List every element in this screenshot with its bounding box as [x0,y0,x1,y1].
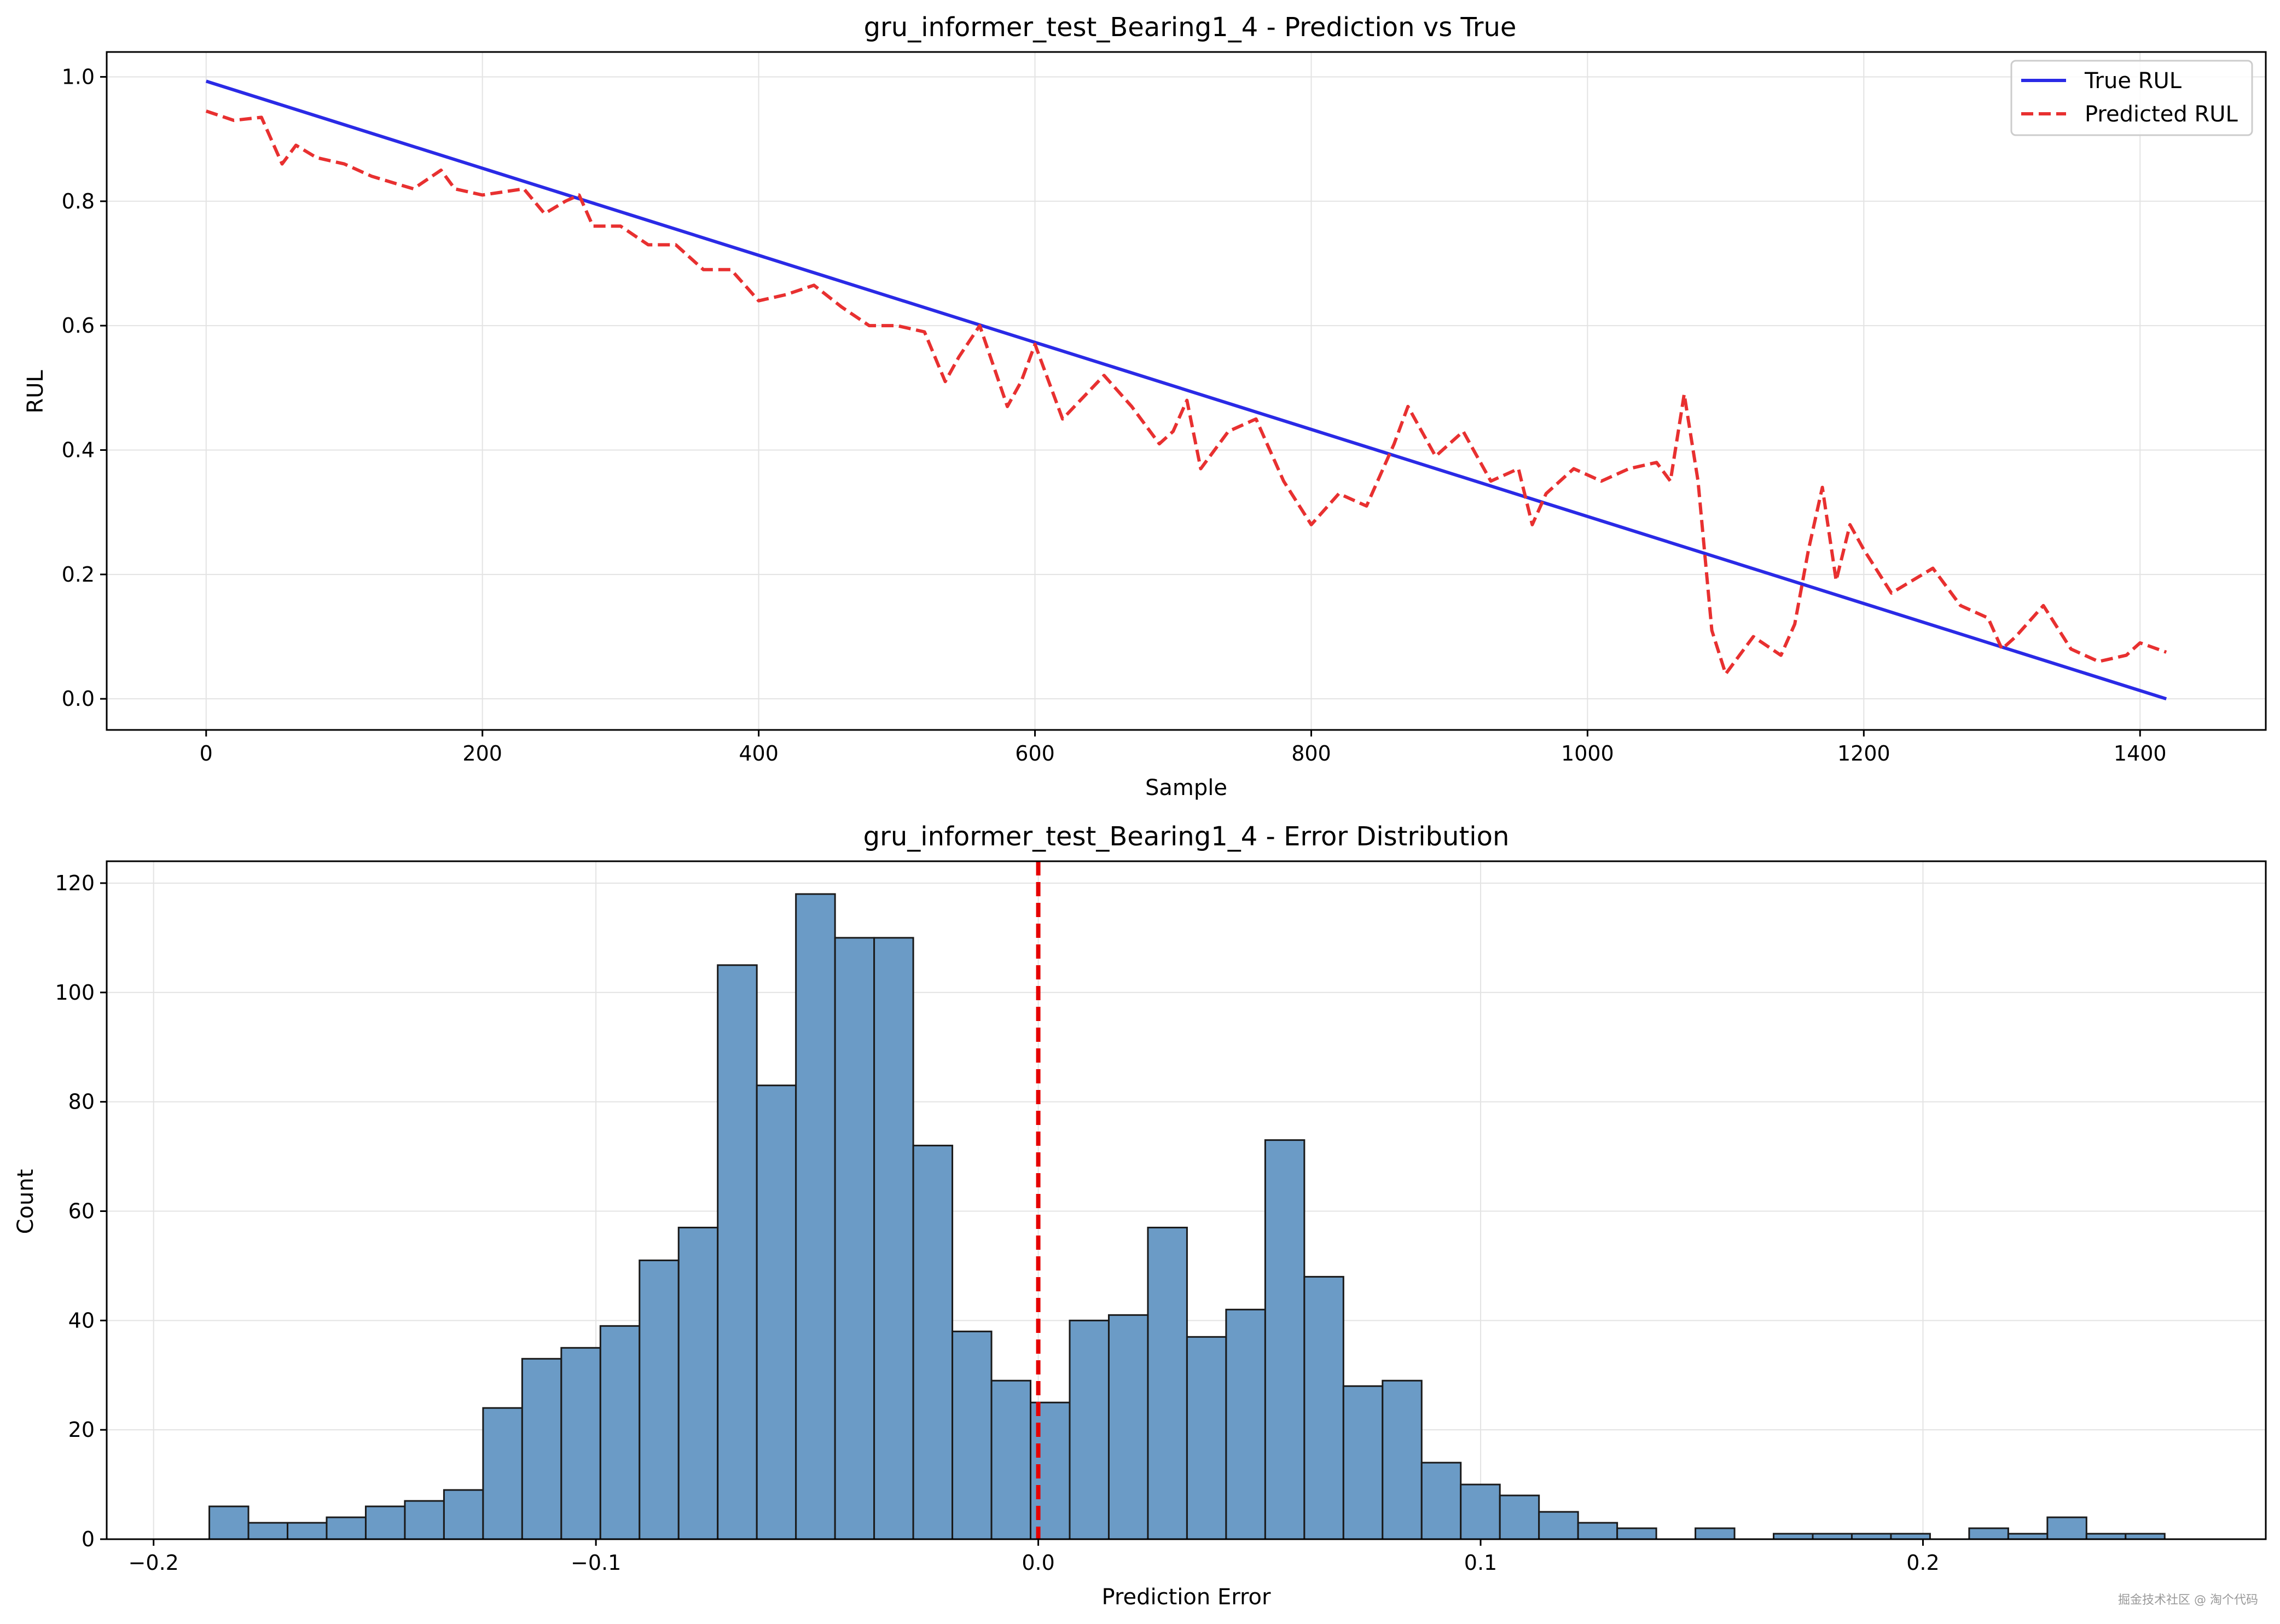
chart2-frame [106,860,2267,1540]
chart2-ytick-label: 60 [68,1199,95,1223]
histogram-bar [1186,1336,1227,1540]
watermark: 掘金技术社区 @ 淘个代码 [2118,1593,2258,1607]
histogram-bar [364,1505,406,1540]
chart1-xlabel: Sample [1145,775,1227,801]
legend-box [2010,60,2253,136]
histogram-bar [1147,1226,1188,1540]
histogram-bar [795,893,836,1540]
histogram-bar [834,937,875,1540]
chart2-ytick-label: 40 [68,1308,95,1332]
chart1-ytick-label: 0.6 [62,314,95,338]
chart1-xtick-label: 800 [1291,741,1331,765]
chart1-xtick-label: 200 [462,741,502,765]
histogram-bar [326,1516,367,1540]
histogram-bar [1538,1511,1579,1540]
chart2-ticks: −0.2 −0.1 0.0 0.1 0.2 0 20 40 60 80 100 120 [55,871,1939,1575]
histogram-bar [560,1347,601,1540]
chart2-xlabel: Prediction Error [1102,1585,1271,1610]
histogram-bar [1342,1385,1384,1540]
histogram-bar [521,1358,562,1540]
histogram-bar [443,1489,484,1540]
histogram-bar [247,1522,289,1540]
error-distribution-chart: gru_informer_test_Bearing1_4 - Error Dis… [13,821,2267,1610]
histogram-bar [1264,1139,1306,1540]
chart2-ytick-label: 20 [68,1418,95,1442]
chart2-ytick-label: 0 [82,1527,95,1551]
histogram-bar [756,1084,797,1540]
chart1-title: gru_informer_test_Bearing1_4 - Predictio… [864,12,1517,43]
chart2-xtick-label: −0.2 [129,1551,179,1575]
histogram-bar [912,1145,954,1540]
legend-pred-label: Predicted RUL [2085,102,2238,127]
chart1-xtick-label: 0 [200,741,213,765]
chart1-xtick-label: 600 [1015,741,1055,765]
legend-true-label: True RUL [2084,68,2182,94]
histogram-bar [1420,1461,1462,1540]
chart2-ytick-label: 120 [55,871,95,895]
chart1-ytick-label: 0.2 [62,562,95,587]
prediction-vs-true-chart: gru_informer_test_Bearing1_4 - Predictio… [23,12,2267,801]
chart1-ylabel: RUL [23,370,48,414]
histogram-bar [2046,1516,2087,1540]
chart2-ytick-label: 80 [68,1090,95,1114]
histogram-bar [1499,1494,1540,1540]
chart1-xtick-label: 1000 [1561,741,1614,765]
chart2-xtick-label: 0.0 [1022,1551,1054,1575]
histogram-bar [1069,1319,1110,1540]
chart1-ytick-label: 1.0 [62,65,95,89]
chart2-ytick-label: 100 [55,981,95,1005]
histogram-bar [208,1505,250,1540]
chart1-ytick-label: 0.0 [62,687,95,711]
histogram-bar [1303,1275,1344,1540]
chart2-title: gru_informer_test_Bearing1_4 - Error Dis… [863,821,1510,852]
histogram-bar [952,1330,993,1540]
histogram-bar [287,1522,328,1540]
chart2-xtick-label: 0.1 [1464,1551,1497,1575]
histogram-bar [1460,1483,1501,1540]
predicted-rul-line [205,109,2167,676]
chart1-xtick-label: 1200 [1837,741,1890,765]
histogram-bar [1577,1522,1618,1540]
histogram-bar [1107,1314,1149,1540]
chart1-ytick-label: 0.4 [62,438,95,462]
histogram-bar [1695,1527,1736,1540]
histogram-bar [404,1500,445,1540]
chart1-xtick-label: 1400 [2114,741,2167,765]
chart1-legend: True RUL Predicted RUL [2010,60,2253,136]
chart2-xtick-label: 0.2 [1906,1551,1939,1575]
histogram-bar [599,1325,641,1540]
chart1-series [205,79,2167,701]
histogram-bar [639,1259,680,1540]
histogram-bar [1225,1308,1266,1540]
histogram-bar [990,1379,1032,1540]
chart1-ytick-label: 0.8 [62,189,95,213]
histogram-bar [677,1226,719,1540]
histogram-bar [1968,1527,2009,1540]
histogram-bar [873,937,914,1540]
chart1-ticks: 0 200 400 600 800 1000 1200 1400 0.0 0.2 0.4 0.6 0.8… [62,65,2167,765]
chart2-ylabel: Count [13,1169,38,1234]
chart1-grid [107,52,2266,730]
histogram-bar [482,1407,523,1540]
chart1-frame [106,51,2267,731]
true-rul-line [205,79,2167,701]
chart1-xtick-label: 400 [739,741,779,765]
chart2-bars [208,893,2166,1540]
histogram-bar [717,964,758,1540]
histogram-bar [1382,1379,1423,1540]
chart2-xtick-label: −0.1 [571,1551,621,1575]
histogram-bar [1616,1527,1657,1540]
